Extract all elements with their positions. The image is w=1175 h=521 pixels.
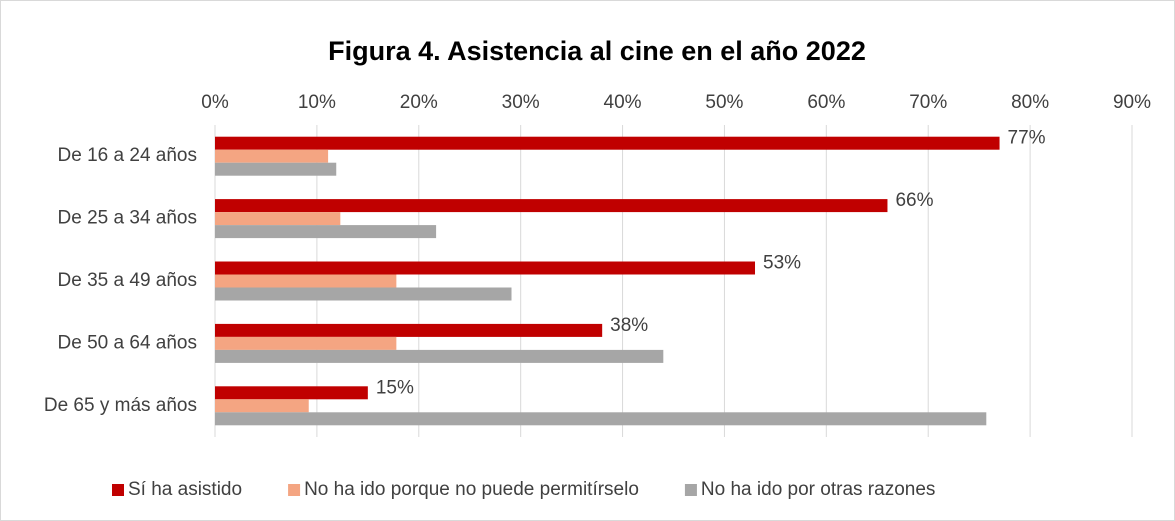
- x-tick-label: 70%: [909, 92, 947, 113]
- bar: [215, 162, 337, 176]
- y-tick-label: De 35 a 49 años: [58, 270, 197, 291]
- bar: [215, 136, 1000, 150]
- data-label: 53%: [763, 253, 801, 274]
- x-tick-label: 30%: [502, 92, 540, 113]
- x-tick-label: 10%: [298, 92, 336, 113]
- x-tick-label: 60%: [807, 92, 845, 113]
- bar: [215, 199, 888, 213]
- legend-swatch: [112, 484, 124, 496]
- x-tick-label: 0%: [201, 92, 229, 113]
- y-tick-label: De 25 a 34 años: [58, 208, 197, 229]
- bar: [215, 412, 987, 426]
- data-label: 38%: [610, 315, 648, 336]
- bar: [215, 386, 368, 400]
- y-tick-label: De 65 y más años: [44, 395, 197, 416]
- bar: [215, 212, 341, 226]
- bar: [215, 149, 329, 163]
- x-tick-label: 20%: [400, 92, 438, 113]
- legend-label: Sí ha asistido: [128, 479, 242, 500]
- legend-label: No ha ido porque no puede permitírselo: [304, 479, 639, 500]
- bar: [215, 349, 664, 363]
- bar: [215, 323, 603, 337]
- x-tick-label: 40%: [604, 92, 642, 113]
- data-label: 66%: [895, 190, 933, 211]
- bar: [215, 287, 512, 301]
- data-label: 77%: [1008, 128, 1046, 149]
- legend-label: No ha ido por otras razones: [701, 479, 935, 500]
- y-tick-label: De 16 a 24 años: [58, 145, 197, 166]
- x-tick-label: 90%: [1113, 92, 1151, 113]
- legend-swatch: [684, 484, 697, 496]
- bar: [215, 336, 397, 350]
- bar: [215, 261, 756, 275]
- y-tick-label: De 50 a 64 años: [58, 332, 197, 353]
- x-tick-label: 50%: [705, 92, 743, 113]
- legend-swatch: [288, 484, 301, 496]
- chart-title: Figura 4. Asistencia al cine en el año 2…: [328, 36, 866, 66]
- bar: [215, 399, 309, 413]
- bar: [215, 225, 437, 239]
- x-tick-label: 80%: [1011, 92, 1049, 113]
- data-label: 15%: [376, 377, 414, 398]
- bar: [215, 274, 397, 288]
